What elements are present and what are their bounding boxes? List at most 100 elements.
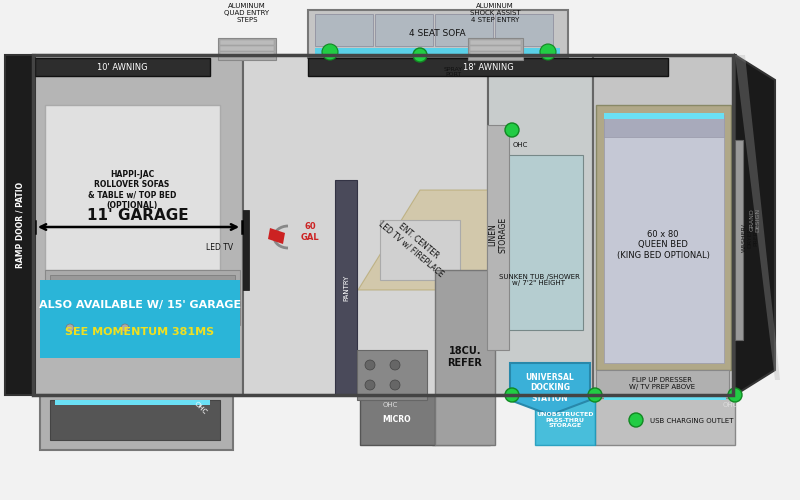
Bar bbox=[220, 40, 274, 45]
Text: LED TV: LED TV bbox=[206, 242, 233, 252]
Bar bbox=[435, 270, 495, 445]
Bar bbox=[35, 58, 210, 76]
Circle shape bbox=[540, 44, 556, 60]
Bar bbox=[604, 115, 724, 137]
Bar bbox=[315, 14, 373, 46]
Bar bbox=[335, 180, 357, 395]
Text: ENT. CENTER
LED TV w/ FIREPLACE: ENT. CENTER LED TV w/ FIREPLACE bbox=[378, 212, 453, 278]
Bar bbox=[595, 395, 735, 445]
Text: OHC: OHC bbox=[382, 402, 398, 408]
Bar bbox=[45, 270, 240, 325]
Text: 11' GARAGE: 11' GARAGE bbox=[87, 208, 189, 222]
Bar bbox=[218, 38, 276, 60]
Text: 60
GAL: 60 GAL bbox=[301, 222, 319, 242]
Text: UNOBSTRUCTED
PASS-THRU
STORAGE: UNOBSTRUCTED PASS-THRU STORAGE bbox=[536, 412, 594, 428]
Polygon shape bbox=[268, 228, 285, 244]
Polygon shape bbox=[735, 55, 780, 380]
Bar bbox=[33, 55, 243, 395]
Bar bbox=[470, 52, 521, 57]
Bar bbox=[604, 115, 724, 363]
Circle shape bbox=[505, 388, 519, 402]
Bar bbox=[360, 395, 435, 445]
Bar bbox=[243, 55, 488, 395]
Circle shape bbox=[62, 320, 78, 336]
Circle shape bbox=[505, 123, 519, 137]
Circle shape bbox=[629, 413, 643, 427]
Bar bbox=[50, 400, 220, 440]
Bar bbox=[40, 395, 233, 450]
Circle shape bbox=[121, 324, 129, 332]
Bar bbox=[535, 395, 595, 445]
Text: USB CHARGING OUTLET: USB CHARGING OUTLET bbox=[650, 418, 734, 424]
Circle shape bbox=[117, 320, 133, 336]
Text: OHC: OHC bbox=[512, 142, 528, 148]
Text: LINEN
STORAGE: LINEN STORAGE bbox=[488, 217, 508, 253]
Bar bbox=[45, 105, 220, 270]
Bar bbox=[50, 275, 235, 320]
Bar bbox=[55, 400, 210, 405]
Text: 60 x 80
QUEEN BED
(KING BED OPTIONAL): 60 x 80 QUEEN BED (KING BED OPTIONAL) bbox=[617, 230, 710, 260]
Text: 18' AWNING: 18' AWNING bbox=[462, 62, 514, 72]
Circle shape bbox=[365, 360, 375, 370]
Bar bbox=[380, 220, 460, 280]
Circle shape bbox=[66, 324, 74, 332]
Bar bbox=[435, 14, 493, 46]
Bar bbox=[40, 280, 240, 358]
Bar bbox=[596, 105, 731, 370]
Bar bbox=[315, 48, 560, 54]
Text: OVERHEAD
BED: OVERHEAD BED bbox=[131, 286, 178, 304]
Circle shape bbox=[390, 360, 400, 370]
Bar bbox=[375, 14, 433, 46]
Bar bbox=[55, 316, 230, 321]
Bar bbox=[357, 350, 427, 400]
Text: WASHER/
DRYER
PREP: WASHER/ DRYER PREP bbox=[742, 224, 758, 252]
Polygon shape bbox=[358, 190, 490, 290]
Bar bbox=[596, 370, 729, 398]
Text: 18CU.
REFER: 18CU. REFER bbox=[447, 346, 482, 368]
Bar bbox=[220, 52, 274, 57]
Circle shape bbox=[365, 380, 375, 390]
Bar bbox=[470, 40, 521, 45]
Circle shape bbox=[322, 44, 338, 60]
Text: SEE MOMENTUM 381MS: SEE MOMENTUM 381MS bbox=[66, 327, 214, 337]
Circle shape bbox=[728, 388, 742, 402]
Text: OHC: OHC bbox=[722, 402, 738, 408]
Text: 4 SEAT SOFA: 4 SEAT SOFA bbox=[409, 28, 466, 38]
Text: ALUMINUM
QUAD ENTRY
STEPS: ALUMINUM QUAD ENTRY STEPS bbox=[225, 3, 270, 23]
Bar bbox=[243, 210, 249, 290]
Bar bbox=[308, 10, 568, 58]
Text: HAPPI-JAC
ROLLOVER SOFAS
& TABLE w/ TOP BED
(OPTIONAL): HAPPI-JAC ROLLOVER SOFAS & TABLE w/ TOP … bbox=[88, 170, 176, 210]
Text: SPRAY
PORT: SPRAY PORT bbox=[443, 66, 462, 78]
Circle shape bbox=[390, 380, 400, 390]
Text: GRAND
DESIGN: GRAND DESIGN bbox=[750, 208, 760, 232]
Bar bbox=[470, 46, 521, 51]
Bar bbox=[735, 140, 743, 340]
Bar bbox=[495, 155, 583, 330]
Bar bbox=[487, 125, 509, 350]
Circle shape bbox=[588, 388, 602, 402]
Text: PANTRY: PANTRY bbox=[343, 275, 349, 301]
Text: ALUMINUM
SHOCK ASSIST
4 STEP ENTRY: ALUMINUM SHOCK ASSIST 4 STEP ENTRY bbox=[470, 3, 520, 23]
Bar bbox=[593, 55, 736, 395]
Bar bbox=[220, 46, 274, 51]
Bar bbox=[33, 55, 733, 395]
Polygon shape bbox=[510, 363, 590, 415]
Text: UNIVERSAL
DOCKING
STATION: UNIVERSAL DOCKING STATION bbox=[526, 373, 574, 403]
Bar bbox=[5, 55, 35, 395]
Text: FLIP UP DRESSER
W/ TV PREP ABOVE: FLIP UP DRESSER W/ TV PREP ABOVE bbox=[629, 376, 695, 390]
Polygon shape bbox=[735, 55, 775, 395]
Bar bbox=[488, 55, 593, 395]
Text: SUNKEN TUB /SHOWER
w/ 7'2" HEIGHT: SUNKEN TUB /SHOWER w/ 7'2" HEIGHT bbox=[498, 274, 579, 286]
Bar bbox=[604, 395, 726, 400]
Text: RAMP DOOR / PATIO: RAMP DOOR / PATIO bbox=[15, 182, 25, 268]
Text: 10' AWNING: 10' AWNING bbox=[97, 62, 147, 72]
Bar bbox=[308, 58, 668, 76]
Bar bbox=[495, 14, 553, 46]
Bar bbox=[468, 38, 523, 60]
Bar bbox=[432, 395, 490, 445]
Bar bbox=[604, 113, 724, 119]
Text: OHC: OHC bbox=[193, 400, 207, 415]
Text: ALSO AVAILABLE W/ 15' GARAGE: ALSO AVAILABLE W/ 15' GARAGE bbox=[39, 300, 241, 310]
Text: MICRO: MICRO bbox=[382, 416, 411, 424]
Circle shape bbox=[413, 48, 427, 62]
